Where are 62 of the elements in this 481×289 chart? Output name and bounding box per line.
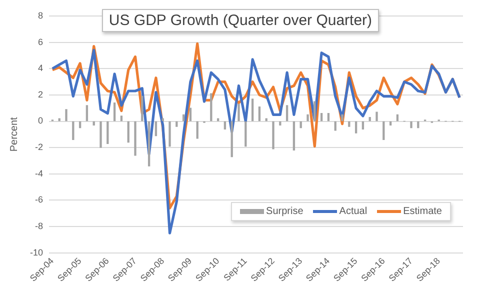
bar (230, 121, 233, 158)
bar (341, 114, 344, 122)
bar (72, 121, 74, 140)
bar (389, 121, 392, 126)
y-tick-label: 6 (38, 36, 44, 47)
bar (238, 104, 240, 122)
bar (354, 121, 358, 134)
bar (100, 121, 102, 148)
bar (182, 114, 185, 122)
legend-label: Estimate (403, 206, 442, 217)
bar (127, 121, 130, 143)
bar (306, 114, 309, 122)
bar (320, 113, 323, 122)
bar (251, 98, 254, 122)
bar (368, 116, 371, 122)
bar (141, 96, 144, 122)
bar (258, 106, 261, 122)
bar (176, 121, 178, 127)
bar (417, 121, 420, 128)
legend-label: Surprise (266, 206, 304, 217)
y-tick-label: -4 (34, 168, 44, 178)
y-axis-title: Percent (8, 116, 20, 152)
bar (120, 116, 123, 122)
bar (272, 121, 274, 150)
bar (148, 121, 150, 166)
bar (154, 121, 158, 136)
bar (327, 113, 330, 122)
bar (210, 93, 212, 122)
y-tick-label: 4 (38, 63, 44, 74)
y-tick-label: -2 (34, 142, 44, 152)
y-tick-label: -6 (34, 194, 44, 205)
legend-label: Actual (339, 206, 368, 217)
bar (279, 121, 282, 126)
bar (314, 101, 316, 122)
bar (334, 121, 336, 131)
y-tick-label: -8 (34, 221, 44, 232)
bar (348, 121, 350, 127)
bar (106, 121, 109, 144)
y-tick-label: 8 (38, 10, 44, 20)
bar (382, 121, 385, 140)
bar (196, 121, 198, 139)
y-tick-label: 0 (38, 116, 44, 126)
bar (292, 121, 296, 151)
bar (224, 121, 226, 130)
bar (244, 121, 247, 147)
bar (410, 121, 412, 128)
bar (78, 121, 82, 128)
bar (113, 102, 116, 122)
bar (134, 121, 136, 156)
bar (65, 109, 68, 122)
chart-title: US GDP Growth (Quarter over Quarter) (102, 9, 380, 32)
bar (376, 112, 378, 122)
bar (168, 121, 171, 147)
bar (300, 121, 302, 128)
bar (286, 105, 288, 122)
bar (92, 121, 95, 126)
bar (396, 114, 399, 122)
bar (362, 121, 364, 130)
bar (86, 105, 88, 122)
bar (189, 108, 192, 122)
y-tick-label: -10 (30, 247, 44, 258)
y-tick-label: 2 (38, 89, 44, 100)
